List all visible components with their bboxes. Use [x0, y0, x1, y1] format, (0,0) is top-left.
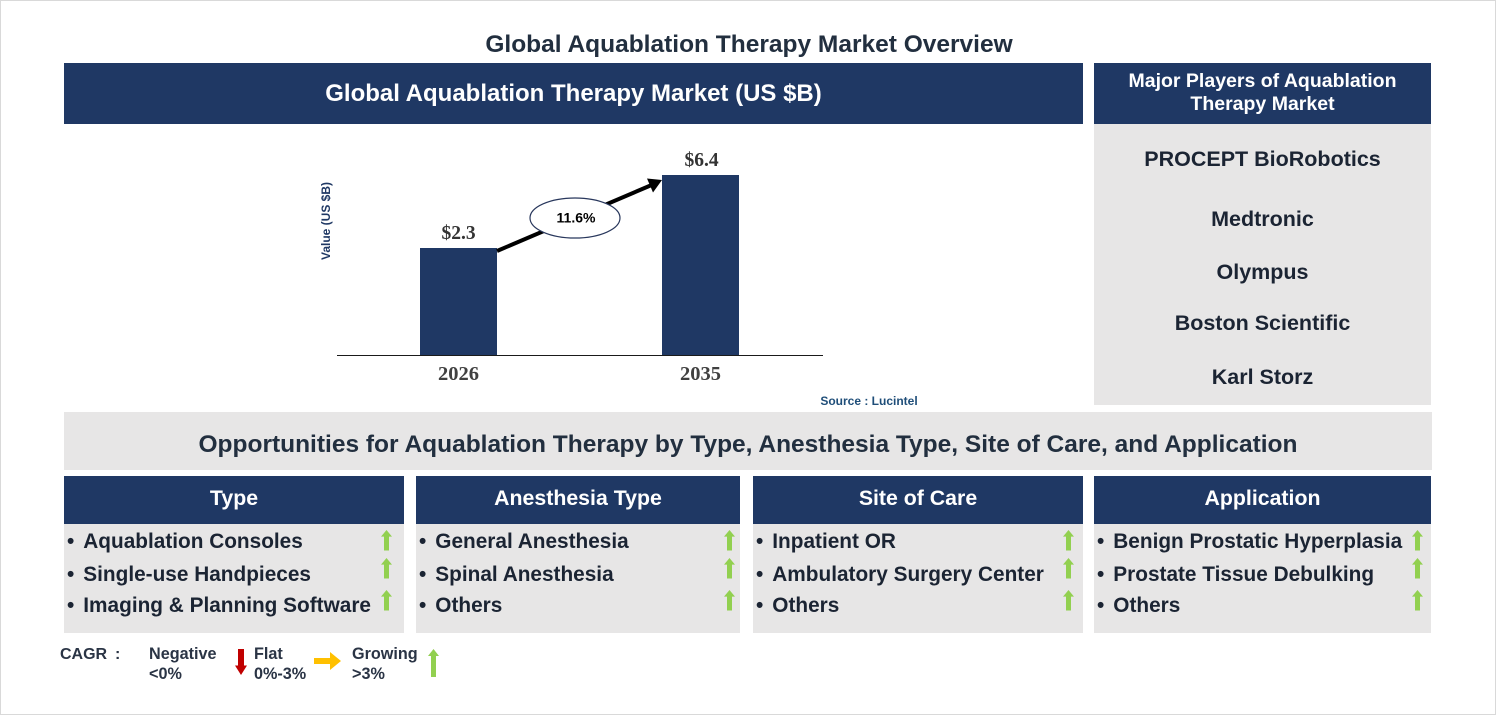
svg-text:11.6%: 11.6% — [557, 210, 596, 226]
